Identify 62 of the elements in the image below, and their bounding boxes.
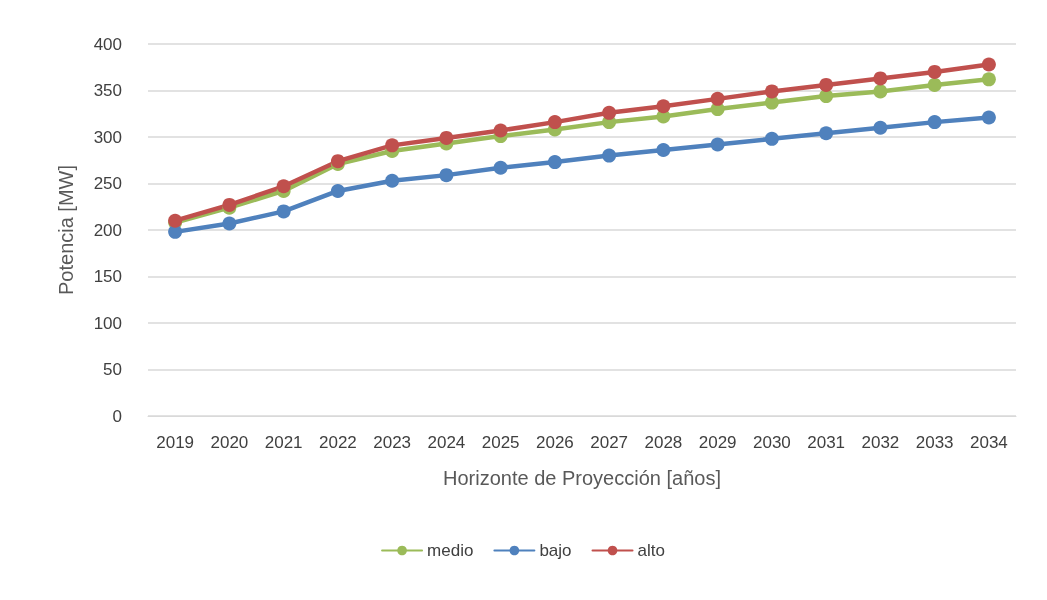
y-tick-label: 350 <box>93 81 122 100</box>
x-tick-label: 2034 <box>969 433 1008 452</box>
y-tick-label: 400 <box>93 34 122 54</box>
point <box>873 71 888 86</box>
point <box>493 160 508 175</box>
point <box>710 137 725 152</box>
y-tick-label: 50 <box>103 360 122 379</box>
point <box>764 131 779 146</box>
x-tick-label: 2025 <box>481 433 520 452</box>
point <box>873 120 888 135</box>
point <box>927 115 942 130</box>
point <box>710 91 725 106</box>
y-tick-label: 200 <box>93 220 122 240</box>
x-tick-label: 2030 <box>752 433 791 452</box>
legend-label: alto <box>637 541 665 560</box>
x-tick-label: 2024 <box>427 433 466 452</box>
point <box>547 115 562 130</box>
legend-label: bajo <box>539 541 572 560</box>
x-tick-label: 2021 <box>264 433 303 452</box>
point <box>222 216 237 231</box>
point <box>927 64 942 79</box>
point <box>385 138 400 153</box>
point <box>439 130 454 145</box>
legend-label: medio <box>427 541 474 560</box>
y-tick-label: 150 <box>93 267 122 286</box>
y-tick-label: 100 <box>93 313 122 333</box>
x-tick-label: 2028 <box>644 433 683 452</box>
point <box>602 105 617 120</box>
point <box>764 84 779 99</box>
point <box>819 77 834 92</box>
point <box>764 95 779 110</box>
point <box>602 148 617 163</box>
x-tick-label: 2033 <box>915 433 954 452</box>
y-tick-label: 250 <box>93 174 122 193</box>
point <box>439 168 454 183</box>
x-tick-label: 2019 <box>156 433 195 452</box>
x-tick-label: 2026 <box>535 433 574 452</box>
x-tick-label: 2032 <box>861 433 900 452</box>
point <box>276 179 291 194</box>
x-tick-label: 2020 <box>210 433 249 452</box>
point <box>873 84 888 99</box>
x-tick-label: 2023 <box>373 433 412 452</box>
y-axis-title: Potencia [MW] <box>55 164 77 296</box>
point <box>276 204 291 219</box>
x-tick-label: 2022 <box>318 433 357 452</box>
x-tick-label: 2029 <box>698 433 737 452</box>
point <box>330 183 345 198</box>
point <box>493 123 508 138</box>
y-tick-label: 300 <box>93 127 122 147</box>
x-tick-label: 2031 <box>807 433 846 452</box>
point <box>927 77 942 92</box>
point <box>819 126 834 141</box>
point <box>547 155 562 170</box>
x-tick-label: 2027 <box>590 433 629 452</box>
point <box>981 110 996 125</box>
point <box>385 173 400 188</box>
x-axis-title: Horizonte de Proyección [años] <box>443 467 721 489</box>
y-tick-label: 0 <box>112 406 122 426</box>
point <box>981 57 996 72</box>
point <box>656 143 671 158</box>
point <box>656 99 671 114</box>
point <box>981 72 996 87</box>
